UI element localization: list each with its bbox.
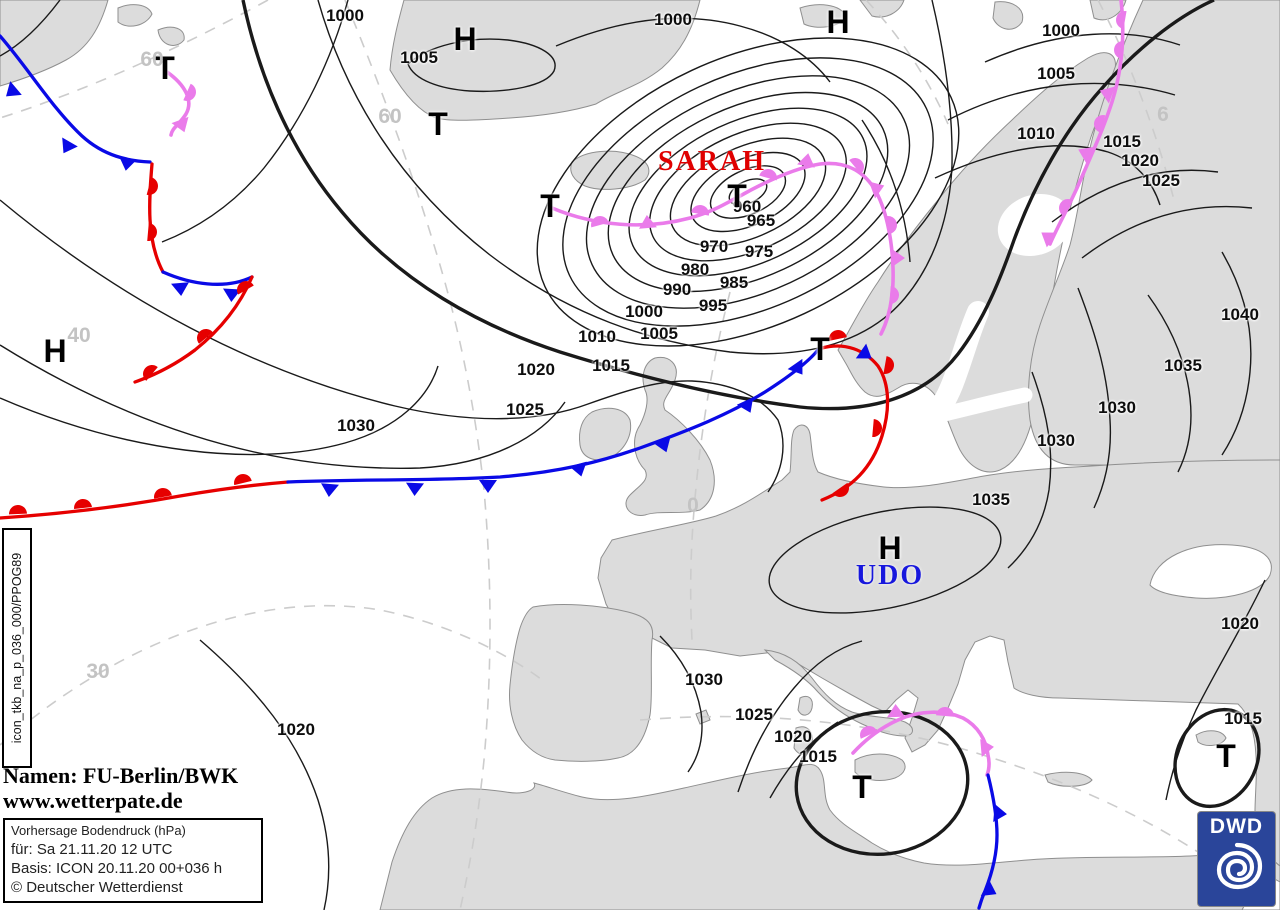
credit-block: Namen: FU-Berlin/BWK www.wetterpate.de <box>3 763 239 813</box>
dwd-logo: DWD <box>1198 812 1275 906</box>
dwd-logo-text: DWD <box>1209 815 1264 838</box>
info-valid-time: für: Sa 21.11.20 12 UTC <box>11 840 173 858</box>
forecast-info-box: Vorhersage Bodendruck (hPa) für: Sa 21.1… <box>3 818 263 904</box>
credit-line-names: Namen: FU-Berlin/BWK <box>3 763 239 788</box>
info-product: Vorhersage Bodendruck (hPa) <box>11 823 186 838</box>
info-basis: Basis: ICON 20.11.20 00+036 h <box>11 859 223 877</box>
dwd-spiral-icon <box>1216 842 1262 890</box>
info-copyright: © Deutscher Wetterdienst <box>11 879 183 896</box>
credit-line-url: www.wetterpate.de <box>3 787 183 813</box>
product-code-box: icon_tkb_na_p_036_000/PPOG89 <box>2 528 32 768</box>
product-code-text: icon_tkb_na_p_036_000/PPOG89 <box>10 552 24 744</box>
